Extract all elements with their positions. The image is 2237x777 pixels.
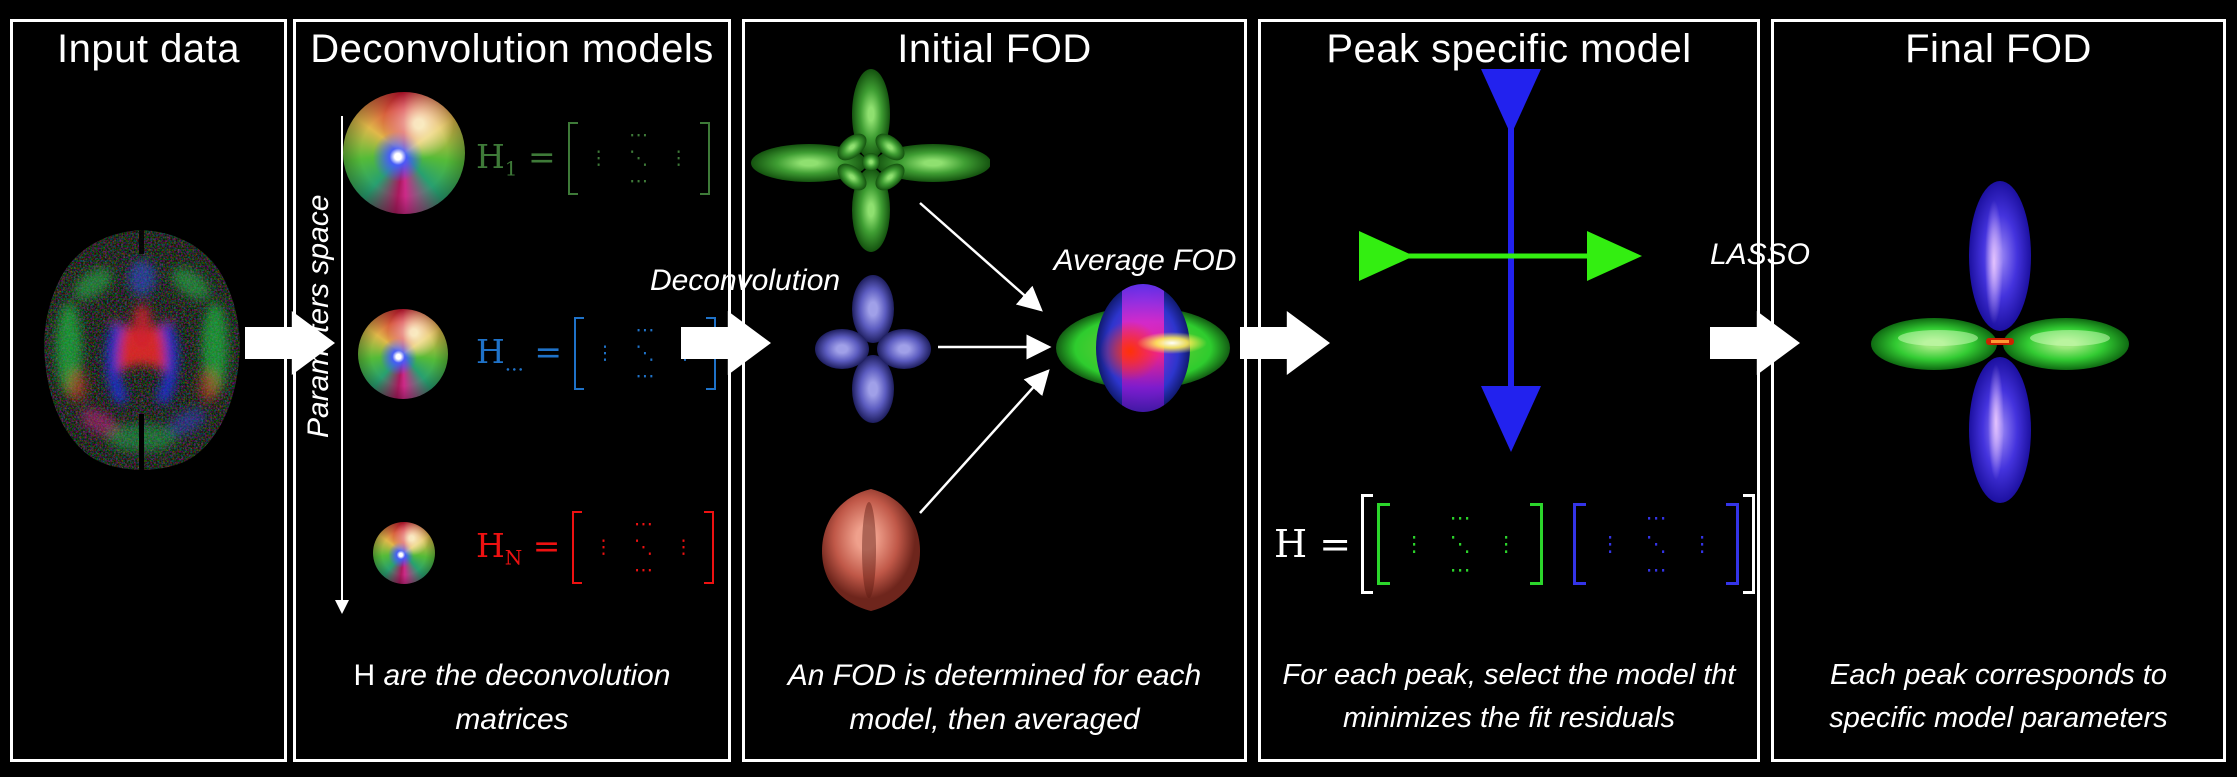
bracket-left-icon — [572, 511, 583, 584]
panel-caption: An FOD is determined for each model, the… — [787, 659, 1202, 737]
panel-peak-specific-model: Peak specific model H = ⋯ ⋮ ⋱ ⋮ — [1258, 19, 1760, 762]
panel-input-data: Input data — [10, 19, 287, 762]
bracket-right-icon — [1726, 503, 1740, 585]
orientation-sphere-medium — [358, 309, 448, 399]
panel-title: Input data — [57, 27, 240, 71]
panel-title: Final FOD — [1905, 27, 2092, 71]
equation-lhs: H = — [1274, 522, 1352, 566]
fod-glyph-blue — [815, 275, 931, 423]
matrix-dots: ⋯ ⋮⋱⋮ ⋯ — [1403, 505, 1517, 582]
matrix: ⋯ ⋮⋱⋮ ⋯ — [572, 511, 715, 584]
panel-title: Initial FOD — [897, 27, 1092, 71]
equation-lhs: H... = — [476, 331, 563, 376]
bracket-right-icon — [1530, 503, 1544, 585]
parameters-axis-arrowhead-icon — [335, 600, 349, 614]
panel-initial-fod: Initial FOD — [742, 19, 1247, 762]
bracket-right-icon — [704, 511, 715, 584]
bracket-right-icon — [699, 122, 710, 195]
parameters-axis-line — [341, 116, 343, 602]
matrix: ⋯ ⋮⋱⋮ ⋯ — [567, 122, 710, 195]
fod-glyph-red — [822, 489, 920, 611]
orientation-sphere-small — [373, 522, 435, 584]
fod-glyph-final — [1871, 181, 2129, 503]
matrix-dots: ⋯ ⋮⋱⋮ ⋯ — [1599, 505, 1713, 582]
average-fod-label: Average FOD — [1053, 244, 1237, 277]
panel-title: Peak specific model — [1326, 27, 1692, 71]
bracket-left-icon — [1361, 494, 1374, 594]
equation-lhs: HN = — [476, 525, 561, 570]
matrix-green: ⋯ ⋮ ⋱ ⋮ ⋯ — [1377, 503, 1544, 585]
panel-deconvolution-models: Deconvolution models Parameters space H1… — [293, 19, 731, 762]
panel-caption: H are the deconvolution matrices — [353, 659, 671, 737]
fod-glyph-average — [1056, 284, 1230, 412]
lasso-step-label: LASSO — [1709, 238, 1811, 271]
deconvolution-step-label: Deconvolution — [649, 264, 841, 297]
panel-final-fod: Final FOD Each peak corresponds to speci… — [1771, 19, 2226, 762]
matrix-dots: ⋯ ⋮⋱⋮ ⋯ — [589, 124, 689, 192]
panel-caption: Each peak corresponds to specific model … — [1829, 659, 2168, 734]
combined-matrix-equation: H = ⋯ ⋮ ⋱ ⋮ ⋯ — [1274, 494, 1756, 594]
bracket-left-icon — [567, 122, 578, 195]
bracket-left-icon — [574, 317, 585, 390]
matrix-equation-hn: HN = ⋯ ⋮ ⋱ ⋮ ⋯ — [476, 511, 715, 584]
panel-title: Deconvolution models — [310, 27, 714, 71]
dti-brain-image — [44, 230, 240, 470]
matrix-equation-hdots: H... = ⋯ ⋮⋱⋮ ⋯ — [476, 317, 717, 390]
equation-lhs: H1 = — [476, 136, 556, 181]
bracket-right-icon — [1743, 494, 1756, 594]
outer-matrix: ⋯ ⋮ ⋱ ⋮ ⋯ ⋯ ⋮ ⋱ ⋮ ⋯ — [1361, 494, 1756, 594]
orientation-sphere-large — [343, 92, 465, 214]
fod-glyph-green — [751, 69, 990, 252]
matrix-dots: ⋯ ⋮⋱⋮ ⋯ — [593, 513, 693, 581]
peak-direction-arrows — [1359, 69, 1642, 452]
matrix-equation-h1: H1 = ⋯ ⋮ ⋱ ⋮ ⋯ — [476, 122, 710, 195]
bracket-left-icon — [1377, 503, 1391, 585]
panel-caption: For each peak, select the model tht mini… — [1282, 659, 1736, 734]
parameters-axis-label: Parameters space — [302, 194, 335, 438]
bracket-left-icon — [1573, 503, 1587, 585]
matrix-blue: ⋯ ⋮ ⋱ ⋮ ⋯ — [1573, 503, 1740, 585]
fod-to-average-arrows — [919, 202, 1052, 514]
